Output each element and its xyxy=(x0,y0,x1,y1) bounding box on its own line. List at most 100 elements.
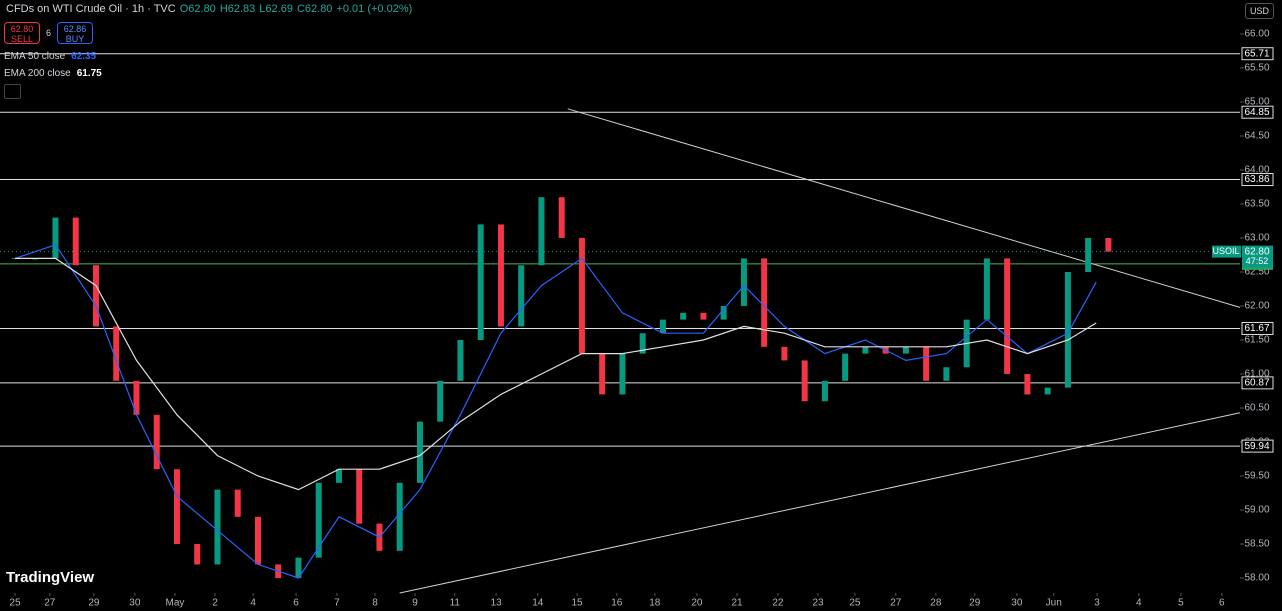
x-tick-label: Jun xyxy=(1046,598,1062,609)
x-tick-label: 6 xyxy=(293,598,299,609)
candle xyxy=(700,312,707,320)
candle xyxy=(801,360,808,402)
candle xyxy=(92,265,99,327)
candle xyxy=(1044,387,1051,395)
x-tick-label: 16 xyxy=(611,598,623,609)
level-tag xyxy=(1241,47,1274,61)
y-tick-label: 59.50 xyxy=(1244,471,1269,482)
sell-label: SELL xyxy=(10,34,34,44)
x-tick-label: 29 xyxy=(88,598,100,609)
candle xyxy=(578,238,585,354)
x-tick-label: 5 xyxy=(1178,598,1184,609)
symbol-tag xyxy=(1212,245,1241,258)
x-tick-label: 30 xyxy=(129,598,141,609)
candle xyxy=(153,414,160,470)
buy-button[interactable]: 62.86 BUY xyxy=(57,22,93,44)
legend-name: EMA 50 close xyxy=(4,51,66,62)
level-label: 65.71 xyxy=(1244,48,1269,59)
ema-line xyxy=(14,244,1097,579)
candle xyxy=(761,258,768,347)
x-tick-label: 4 xyxy=(250,598,256,609)
sell-button[interactable]: 62.80 SELL xyxy=(4,22,40,44)
x-tick-label: May xyxy=(165,598,184,609)
currency-button[interactable]: USD xyxy=(1244,3,1274,19)
level-tag xyxy=(1241,376,1274,390)
candle xyxy=(173,469,180,545)
candle xyxy=(902,346,909,354)
level-tag xyxy=(1241,321,1274,335)
x-tick-label: 29 xyxy=(969,598,981,609)
y-tick-label: 61.50 xyxy=(1244,335,1269,346)
x-tick-label: 4 xyxy=(1136,598,1142,609)
candle xyxy=(1064,272,1071,388)
ohlc-high: H62.83 xyxy=(219,3,256,15)
candle xyxy=(254,516,261,565)
x-tick-label: 25 xyxy=(9,598,21,609)
sell-price: 62.80 xyxy=(10,24,34,34)
symbol-label: USOIL xyxy=(1212,246,1239,256)
ema-line xyxy=(15,257,1097,491)
candle xyxy=(477,224,484,341)
y-tick-label: 61.00 xyxy=(1244,369,1269,380)
symbol: CFDs on WTI Crude Oil · 1h · TVC xyxy=(6,3,176,15)
y-tick-label: 63.00 xyxy=(1244,233,1269,244)
x-tick-label: 9 xyxy=(412,598,418,609)
candle xyxy=(1105,238,1112,252)
y-tick-label: 65.50 xyxy=(1244,63,1269,74)
candle xyxy=(133,380,140,415)
candle xyxy=(416,421,423,483)
x-tick-label: 30 xyxy=(1011,598,1023,609)
candle xyxy=(619,353,626,395)
trendline xyxy=(399,412,1241,594)
candle xyxy=(558,197,565,239)
x-tick-label: 27 xyxy=(44,598,56,609)
candle xyxy=(396,482,403,551)
candle xyxy=(943,367,950,381)
candle xyxy=(356,469,363,524)
collapse-button[interactable] xyxy=(4,84,21,99)
level-tag xyxy=(1241,173,1274,187)
level-tag xyxy=(1241,105,1274,119)
price-tag xyxy=(1242,245,1273,268)
x-tick-label: 11 xyxy=(450,598,461,609)
candle xyxy=(335,469,342,483)
legend-name: EMA 200 close xyxy=(4,68,71,79)
x-tick-label: 27 xyxy=(890,598,902,609)
candle xyxy=(113,326,120,381)
trendline xyxy=(567,108,1241,308)
x-tick-label: 22 xyxy=(772,598,784,609)
legend-value: 62.35 xyxy=(71,51,97,62)
y-tick-label: 58.00 xyxy=(1244,573,1269,584)
legend-value: 61.75 xyxy=(76,68,102,79)
candle xyxy=(315,482,322,558)
candle xyxy=(1085,238,1092,273)
candle xyxy=(659,319,666,334)
x-tick-label: 28 xyxy=(930,598,942,609)
y-tick-label: 65.00 xyxy=(1244,97,1269,108)
candle xyxy=(740,258,747,307)
header: CFDs on WTI Crude Oil · 1h · TVC O62.80 … xyxy=(6,3,412,15)
candle xyxy=(497,224,504,327)
candle xyxy=(639,333,646,354)
candle xyxy=(923,346,930,381)
y-tick-label: 64.50 xyxy=(1244,131,1269,142)
y-tick-label: 62.50 xyxy=(1244,267,1269,278)
price-label: 62.80 xyxy=(1244,246,1269,257)
candle xyxy=(52,217,59,259)
ohlc-close: C62.80 xyxy=(296,3,333,15)
legend-ema50: EMA 50 close 62.35 xyxy=(4,51,96,62)
candle xyxy=(862,346,869,354)
candle xyxy=(295,557,302,579)
x-tick-label: 6 xyxy=(1219,598,1225,609)
candle xyxy=(599,353,606,395)
x-tick-label: 8 xyxy=(372,598,378,609)
x-tick-label: 18 xyxy=(649,598,661,609)
candle xyxy=(194,544,201,565)
ohlc-change: +0.01 (+0.02%) xyxy=(336,3,413,15)
level-label: 61.67 xyxy=(1244,323,1269,334)
y-tick-label: 63.50 xyxy=(1244,199,1269,210)
candle xyxy=(518,265,525,327)
candle xyxy=(214,489,221,565)
